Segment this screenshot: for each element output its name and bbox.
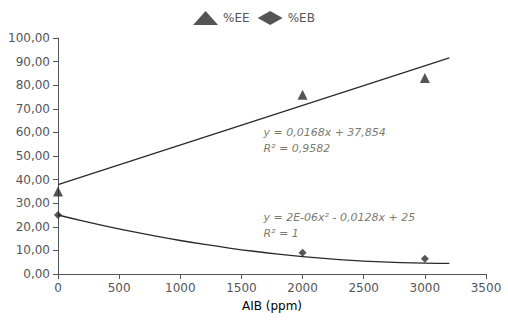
svg-text:%EE: %EE: [223, 11, 250, 25]
svg-text:60,00: 60,00: [16, 125, 50, 139]
svg-text:0: 0: [54, 281, 62, 295]
svg-text:1500: 1500: [226, 281, 257, 295]
svg-text:10,00: 10,00: [16, 243, 50, 257]
svg-text:100,00: 100,00: [8, 31, 50, 45]
svg-text:R² = 0,9582: R² = 0,9582: [263, 142, 330, 155]
svg-text:3000: 3000: [410, 281, 441, 295]
svg-text:2500: 2500: [348, 281, 379, 295]
svg-text:20,00: 20,00: [16, 220, 50, 234]
svg-text:y = 0,0168x + 37,854: y = 0,0168x + 37,854: [262, 126, 385, 139]
svg-text:y = 2E-06x² - 0,0128x + 25: y = 2E-06x² - 0,0128x + 25: [262, 211, 415, 224]
svg-text:3500: 3500: [471, 281, 502, 295]
svg-text:%EB: %EB: [288, 11, 315, 25]
svg-text:90,00: 90,00: [16, 55, 50, 69]
svg-text:2000: 2000: [287, 281, 318, 295]
svg-text:30,00: 30,00: [16, 196, 50, 210]
svg-text:0,00: 0,00: [23, 267, 50, 281]
svg-text:40,00: 40,00: [16, 173, 50, 187]
svg-text:70,00: 70,00: [16, 102, 50, 116]
svg-text:R² = 1: R² = 1: [263, 227, 298, 240]
svg-text:1000: 1000: [165, 281, 196, 295]
svg-text:80,00: 80,00: [16, 78, 50, 92]
svg-text:AIB (ppm): AIB (ppm): [242, 299, 302, 313]
svg-text:50,00: 50,00: [16, 149, 50, 163]
svg-text:500: 500: [108, 281, 131, 295]
